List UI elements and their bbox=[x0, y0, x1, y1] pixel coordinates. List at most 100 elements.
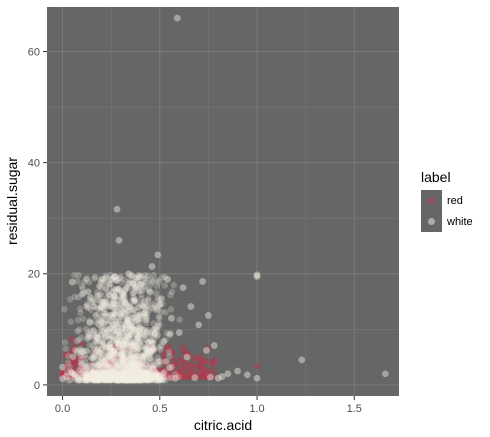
data-point-white bbox=[150, 336, 158, 343]
data-point-white bbox=[109, 311, 117, 318]
data-point-white bbox=[132, 375, 139, 382]
data-point-white bbox=[119, 358, 126, 366]
data-point-white bbox=[112, 320, 120, 328]
data-point-white bbox=[128, 320, 135, 328]
data-point-white bbox=[97, 276, 104, 284]
data-point-white bbox=[91, 274, 98, 282]
data-point-white bbox=[157, 346, 164, 353]
data-point-white bbox=[142, 370, 149, 377]
data-point-white bbox=[135, 376, 142, 384]
data-point-white bbox=[134, 337, 142, 344]
data-point-white bbox=[142, 372, 149, 379]
data-point-white bbox=[120, 369, 128, 377]
data-point-white bbox=[113, 330, 120, 337]
data-point-white bbox=[90, 373, 97, 380]
data-point-white bbox=[135, 376, 142, 383]
data-point-white bbox=[136, 323, 144, 330]
data-point-white bbox=[147, 369, 154, 376]
data-point-white bbox=[108, 324, 115, 331]
data-point-white bbox=[100, 326, 108, 334]
data-point-red bbox=[177, 367, 184, 374]
data-point-white bbox=[94, 329, 101, 337]
data-point-white bbox=[98, 372, 105, 379]
data-point-white bbox=[113, 277, 120, 284]
data-point-white bbox=[143, 376, 150, 383]
data-point-white bbox=[143, 328, 151, 336]
data-point-white bbox=[143, 329, 150, 337]
data-point-white bbox=[107, 332, 115, 339]
data-point-white bbox=[110, 372, 117, 379]
data-point-white bbox=[77, 356, 85, 363]
data-point-white bbox=[101, 301, 108, 308]
data-point-white bbox=[144, 376, 151, 384]
data-point-white bbox=[89, 355, 96, 362]
data-point-white bbox=[134, 316, 141, 323]
data-point-white bbox=[129, 369, 136, 376]
data-point-white bbox=[121, 370, 129, 378]
data-point-white bbox=[138, 356, 145, 363]
data-point-white bbox=[126, 336, 134, 343]
data-point-white bbox=[75, 271, 82, 279]
data-point-white bbox=[114, 335, 122, 342]
data-point-white bbox=[153, 371, 160, 378]
data-point-white bbox=[137, 352, 144, 360]
data-point-white bbox=[158, 295, 166, 303]
data-point-white bbox=[123, 373, 130, 380]
data-point-white bbox=[118, 370, 125, 377]
data-point-white bbox=[118, 352, 125, 359]
data-point-white bbox=[145, 370, 152, 377]
data-point-white bbox=[88, 376, 95, 383]
data-point-white bbox=[136, 272, 143, 280]
data-point-white bbox=[117, 365, 124, 373]
data-point-white bbox=[130, 369, 137, 376]
data-point-white bbox=[137, 363, 144, 370]
data-point-white bbox=[100, 371, 107, 378]
data-point-white bbox=[156, 377, 163, 384]
data-point-white bbox=[105, 363, 112, 371]
data-point-white bbox=[127, 366, 134, 374]
data-point-white bbox=[94, 372, 101, 379]
data-point-white bbox=[149, 339, 156, 347]
data-point-white bbox=[130, 345, 137, 353]
data-point-white bbox=[110, 325, 118, 332]
data-point-white bbox=[133, 364, 141, 371]
data-point-white bbox=[117, 288, 125, 295]
data-point-white bbox=[98, 374, 105, 381]
data-point-white bbox=[120, 357, 127, 364]
data-point-white bbox=[133, 335, 140, 342]
data-point-white bbox=[131, 357, 139, 365]
data-point-white bbox=[100, 371, 107, 379]
data-point-white bbox=[119, 324, 126, 332]
data-point-white bbox=[90, 328, 97, 335]
data-point-white bbox=[121, 353, 129, 361]
data-point-white bbox=[127, 369, 134, 376]
data-point-white bbox=[114, 324, 122, 332]
data-point-white bbox=[162, 358, 169, 365]
data-point-white bbox=[129, 373, 136, 380]
data-point-white bbox=[125, 372, 132, 379]
data-point-white bbox=[61, 339, 69, 346]
data-point-white bbox=[123, 376, 131, 384]
data-point-white bbox=[105, 373, 112, 381]
data-point-white bbox=[129, 360, 136, 368]
data-point-white bbox=[116, 356, 124, 363]
data-point-white bbox=[108, 346, 115, 353]
data-point-red bbox=[169, 373, 176, 380]
data-point-white bbox=[147, 377, 155, 384]
data-point-white bbox=[122, 371, 129, 378]
data-point-white bbox=[125, 362, 133, 369]
data-point-white bbox=[108, 369, 115, 376]
data-point-white bbox=[143, 377, 150, 384]
data-point-white bbox=[139, 326, 146, 333]
data-point-white bbox=[151, 344, 158, 352]
data-point-white bbox=[129, 327, 136, 335]
data-point-white bbox=[119, 346, 127, 353]
data-point-white bbox=[93, 374, 100, 382]
data-point-white bbox=[134, 348, 142, 356]
data-point-white bbox=[134, 369, 142, 376]
data-point-white bbox=[124, 376, 131, 384]
data-point-white bbox=[134, 324, 142, 331]
data-point-white bbox=[119, 339, 126, 347]
data-point-white bbox=[87, 294, 94, 302]
data-point-white bbox=[95, 372, 102, 380]
